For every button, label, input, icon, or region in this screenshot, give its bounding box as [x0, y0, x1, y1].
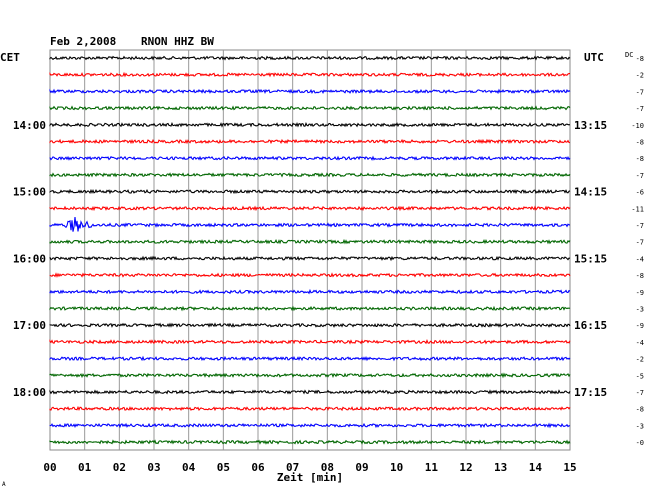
- dc-offset-9: -11: [631, 205, 644, 213]
- trace-19: [49, 372, 571, 379]
- trace-8: [49, 188, 571, 195]
- plot-frame: [49, 49, 571, 451]
- trace-0: [49, 55, 571, 61]
- trace-20: [49, 389, 571, 395]
- x-tick-15: 15: [563, 461, 576, 474]
- trace-18: [49, 355, 571, 362]
- left-hour-label-0: 14:00: [13, 119, 46, 132]
- x-tick-08: 08: [321, 461, 334, 474]
- dc-offset-11: -7: [636, 239, 644, 247]
- x-tick-07: 07: [286, 461, 299, 474]
- x-tick-14: 14: [529, 461, 543, 474]
- dc-offset-labels: -8 -2 -7 -7 -10 -8 -8 -7 -6 -11 -7 -7 -4 -8 -9 -3 -9 -4 -2…: [631, 55, 644, 447]
- x-tick-02: 02: [113, 461, 126, 474]
- x-tick-04: 04: [182, 461, 196, 474]
- x-tick-09: 09: [355, 461, 368, 474]
- dc-offset-5: -8: [636, 139, 644, 147]
- trace-4: [49, 121, 571, 128]
- dc-offset-12: -4: [636, 255, 644, 263]
- right-hour-label-3: 16:15: [574, 319, 607, 332]
- grid-lines: [49, 49, 571, 451]
- right-hour-label-1: 14:15: [574, 186, 607, 199]
- dc-offset-21: -8: [636, 406, 644, 414]
- x-tick-01: 01: [78, 461, 92, 474]
- dc-offset-22: -3: [636, 422, 644, 430]
- trace-22: [49, 422, 571, 429]
- dc-offset-15: -3: [636, 306, 644, 314]
- trace-21: [49, 405, 571, 412]
- dc-offset-20: -7: [636, 389, 644, 397]
- x-tick-06: 06: [251, 461, 265, 474]
- dc-offset-4: -10: [631, 122, 644, 130]
- trace-5: [49, 138, 571, 145]
- trace-2: [49, 88, 571, 95]
- trace-23: [49, 439, 571, 445]
- station-label: RNON HHZ BW: [141, 35, 214, 48]
- dc-offset-16: -9: [636, 322, 644, 330]
- left-hour-label-3: 17:00: [13, 319, 46, 332]
- trace-12: [49, 255, 571, 262]
- dc-offset-10: -7: [636, 222, 644, 230]
- left-hour-label-2: 16:00: [13, 252, 46, 265]
- dc-offset-23: -0: [636, 439, 644, 447]
- right-hour-label-0: 13:15: [574, 119, 607, 132]
- chart-title: Feb 2,2008: [50, 35, 116, 48]
- dc-offset-14: -9: [636, 289, 644, 297]
- trace-7: [49, 172, 571, 178]
- x-tick-05: 05: [217, 461, 230, 474]
- left-hour-label-4: 18:00: [13, 386, 46, 399]
- trace-3: [49, 105, 571, 111]
- dc-offset-6: -8: [636, 155, 644, 163]
- x-tick-03: 03: [147, 461, 160, 474]
- trace-group: [49, 55, 571, 445]
- right-hour-label-4: 17:15: [574, 386, 607, 399]
- trace-15: [49, 305, 571, 312]
- x-tick-13: 13: [494, 461, 507, 474]
- trace-16: [49, 322, 571, 328]
- trace-13: [49, 272, 571, 278]
- dc-offset-13: -8: [636, 272, 644, 280]
- left-hour-labels: 14:00 15:00 16:00 17:00 18:00: [13, 119, 46, 399]
- trace-14: [49, 288, 571, 295]
- trace-10: [49, 216, 571, 232]
- x-tick-00: 00: [43, 461, 56, 474]
- trace-11: [49, 238, 571, 245]
- trace-6: [49, 155, 571, 161]
- dc-offset-1: -2: [636, 72, 644, 80]
- dc-offset-0: -8: [636, 55, 644, 63]
- trace-9: [49, 205, 571, 212]
- x-tick-labels: 00 01 02 03 04 05 06 07 08 09 10 11 12 13 14 15: [43, 461, 576, 474]
- dc-offset-7: -7: [636, 172, 644, 180]
- x-tick-11: 11: [425, 461, 439, 474]
- trace-1: [49, 71, 570, 78]
- dc-offset-17: -4: [636, 339, 644, 347]
- x-tick-12: 12: [459, 461, 472, 474]
- trace-17: [49, 338, 571, 345]
- dc-offset-19: -5: [636, 372, 644, 380]
- x-axis-label: Zeit [min]: [277, 471, 343, 484]
- dc-offset-8: -6: [636, 189, 644, 197]
- dc-offset-3: -7: [636, 105, 644, 113]
- utc-label: UTC: [584, 51, 604, 64]
- dc-offset-2: -7: [636, 88, 644, 96]
- right-hour-label-2: 15:15: [574, 252, 607, 265]
- left-hour-label-1: 15:00: [13, 186, 46, 199]
- dc-label: DC: [625, 51, 633, 59]
- footnote-mark: A: [2, 481, 6, 488]
- x-tick-10: 10: [390, 461, 403, 474]
- dc-offset-18: -2: [636, 356, 644, 364]
- cet-label: CET: [0, 51, 20, 64]
- right-hour-labels: 13:15 14:15 15:15 16:15 17:15: [574, 119, 607, 399]
